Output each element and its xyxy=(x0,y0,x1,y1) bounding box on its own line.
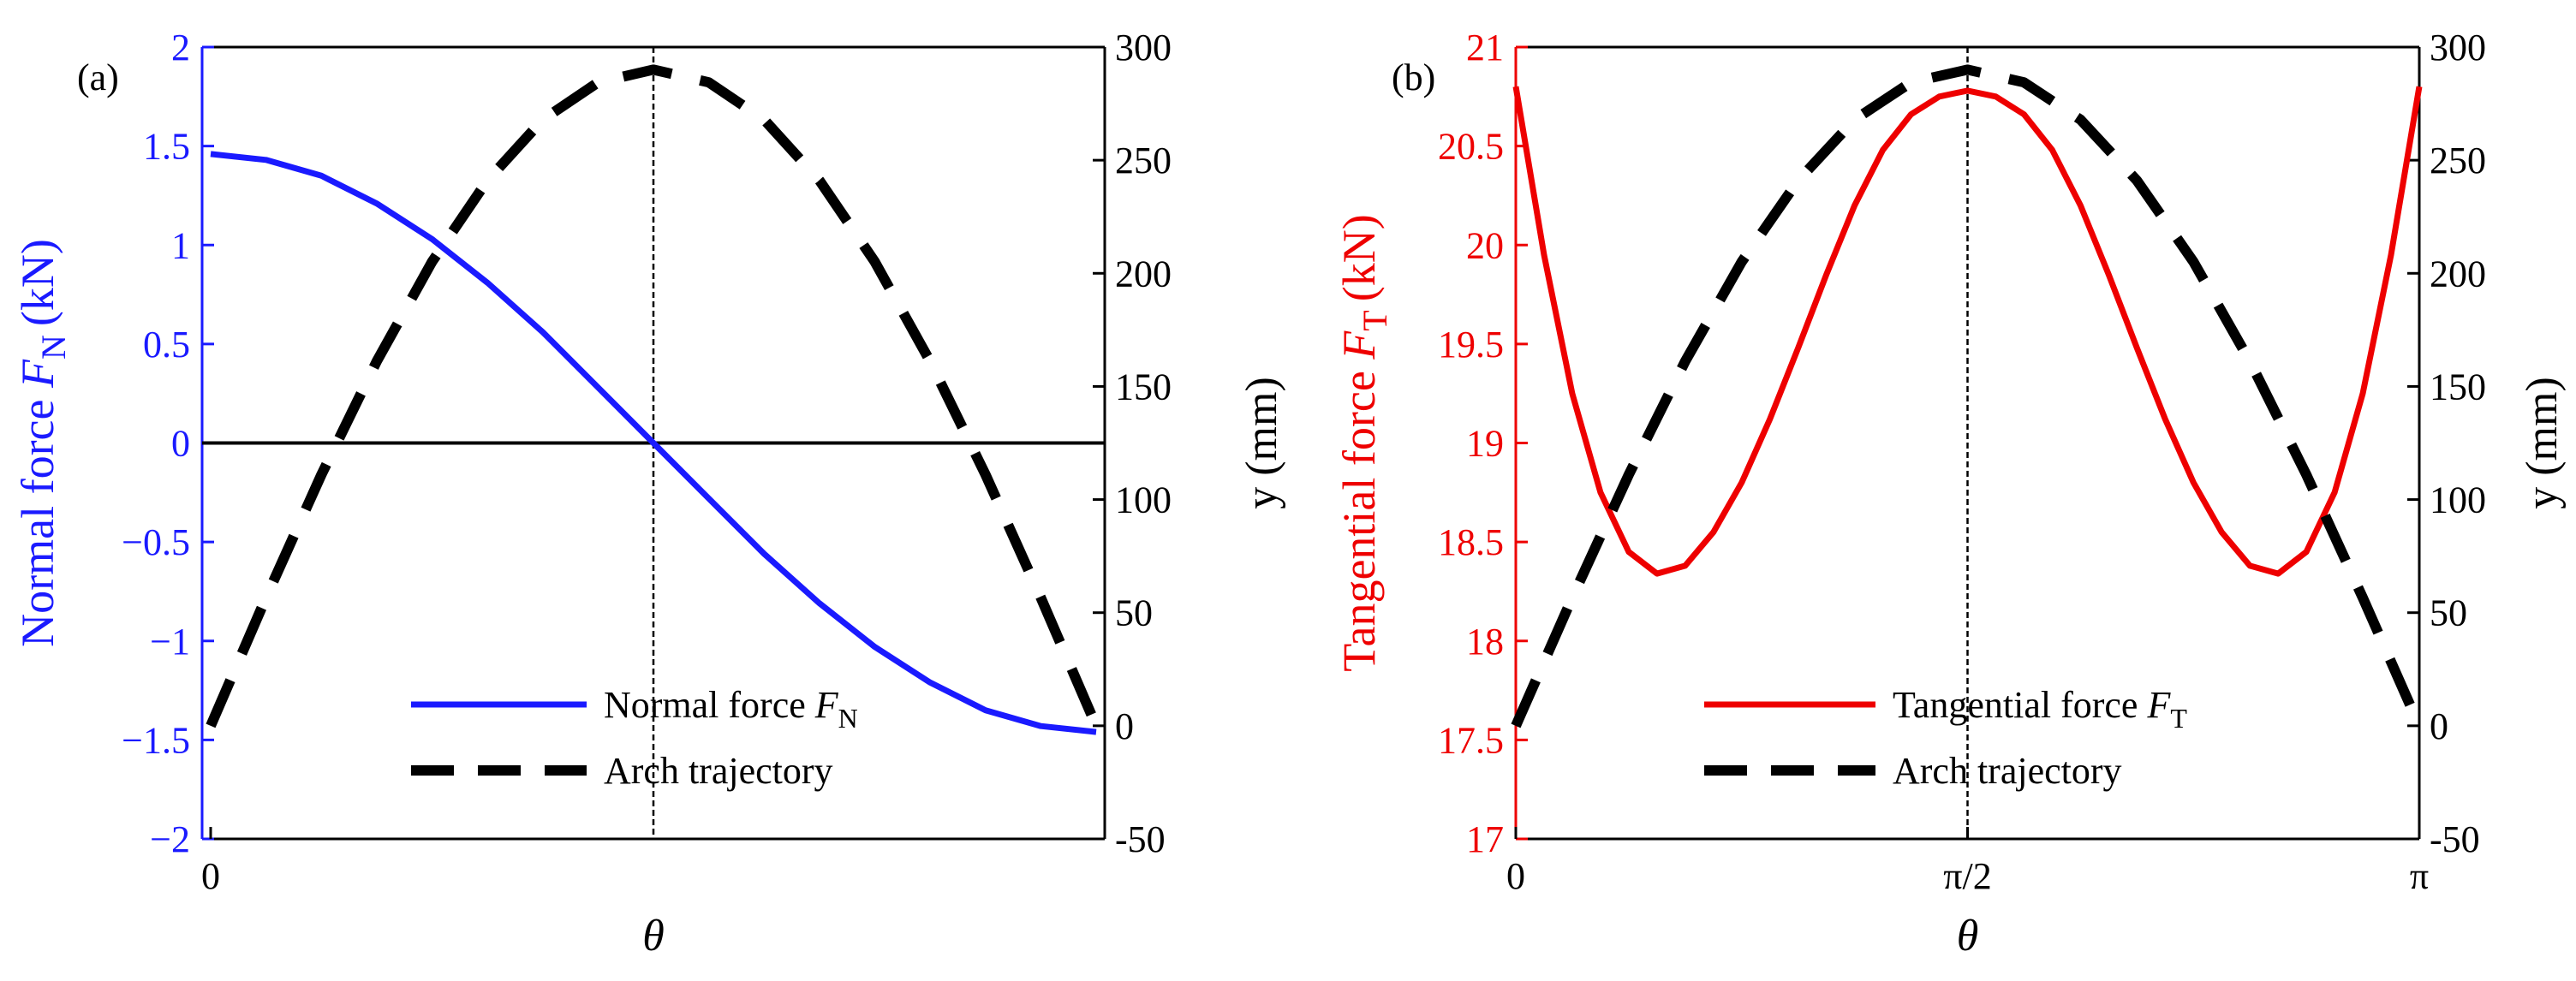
panel-a: −2 −1.5 −1 −0.5 0 0.5 1 1.5 2 -50 0 50 100 150 200 250 3… xyxy=(12,27,1286,960)
left-axis-label-symbol: F xyxy=(1333,330,1385,360)
legend-force-space xyxy=(806,684,815,726)
left-tick-label: 0 xyxy=(171,423,190,465)
right-tick-label: 100 xyxy=(1115,479,1172,521)
left-axis-label-space xyxy=(12,388,63,400)
legend-force-label: Tangential force FT xyxy=(1893,684,2187,734)
right-tick-label: 100 xyxy=(2430,479,2486,521)
left-tick-label: 0.5 xyxy=(143,324,190,366)
left-tick-label: −0.5 xyxy=(122,521,190,563)
x-tick-label: 0 xyxy=(201,855,220,897)
right-axis-label: y (mm) xyxy=(2518,377,2567,509)
left-tick-label: 1.5 xyxy=(143,126,190,168)
left-axis-label-unit: (kN) xyxy=(1333,214,1385,301)
left-tick-label: 20 xyxy=(1466,224,1504,266)
x-axis-label: θ xyxy=(1957,912,1979,960)
left-axis-label-name: Normal force xyxy=(12,400,63,647)
panel-label: (b) xyxy=(1392,56,1435,98)
panel-b: 17 17.5 18 18.5 19 19.5 20 20.5 21 -50 0 50 100 150 20… xyxy=(1333,27,2567,960)
legend-force-label: Normal force FN xyxy=(604,684,858,734)
right-tick-label: 50 xyxy=(1115,592,1153,634)
arch-trajectory-series xyxy=(206,64,1101,728)
right-tick-label: -50 xyxy=(2430,818,2480,860)
right-tick-label: 250 xyxy=(2430,140,2486,181)
left-tick-label: −1.5 xyxy=(122,719,190,761)
right-tick-label: 0 xyxy=(2430,705,2448,747)
left-axis-label: Normal force FN (kN) xyxy=(12,239,73,647)
x-tick-label: 0 xyxy=(1506,855,1525,897)
right-axis-label: y (mm) xyxy=(1237,377,1286,509)
left-tick-label: 17.5 xyxy=(1438,719,1504,761)
force-series xyxy=(1512,86,2423,577)
left-tick-label: 19.5 xyxy=(1438,324,1504,366)
left-tick-label: 17 xyxy=(1466,818,1504,860)
left-axis-label-subscript: N xyxy=(34,335,73,360)
left-tick-label: 20.5 xyxy=(1438,126,1504,168)
left-tick-label: 1 xyxy=(171,224,190,266)
left-axis-label-name: Tangential force xyxy=(1333,371,1385,672)
left-axis-label-subscript: T xyxy=(1356,310,1394,330)
left-axis-label-unit: (kN) xyxy=(12,239,63,326)
right-tick-label: 50 xyxy=(2430,592,2467,634)
left-tick-label: 21 xyxy=(1466,27,1504,68)
left-tick-label: −2 xyxy=(150,818,190,860)
legend-force-name: Tangential force xyxy=(1893,684,2138,726)
force-series xyxy=(210,151,1097,735)
left-axis-label: Tangential force FT (kN) xyxy=(1333,214,1394,671)
legend-force-name: Normal force xyxy=(604,684,806,726)
right-tick-label: 0 xyxy=(1115,705,1134,747)
right-tick-label: 150 xyxy=(1115,366,1172,407)
legend-force-symbol: F xyxy=(814,684,839,726)
right-tick-label: 150 xyxy=(2430,366,2486,407)
arch-trajectory-series xyxy=(1511,64,2424,728)
right-tick-label: 300 xyxy=(2430,27,2486,68)
legend-force-subscript: T xyxy=(2170,703,2187,734)
left-axis-label-symbol: F xyxy=(12,359,63,389)
right-tick-label: 300 xyxy=(1115,27,1172,68)
left-tick-label: 2 xyxy=(171,27,190,68)
left-tick-label: 19 xyxy=(1466,423,1504,465)
legend-force-symbol: F xyxy=(2146,684,2171,726)
panel-label: (a) xyxy=(77,56,119,98)
x-tick-label: π xyxy=(2410,855,2429,897)
legend-force-space xyxy=(2138,684,2147,726)
legend-force-subscript: N xyxy=(838,703,858,734)
right-tick-label: 250 xyxy=(1115,140,1172,181)
legend-arch-label: Arch trajectory xyxy=(604,750,833,792)
left-tick-label: 18 xyxy=(1466,621,1504,663)
x-axis-label: θ xyxy=(642,912,665,960)
right-tick-label: 200 xyxy=(2430,253,2486,294)
legend-arch-label: Arch trajectory xyxy=(1893,750,2122,792)
left-tick-label: 18.5 xyxy=(1438,521,1504,563)
right-tick-label: 200 xyxy=(1115,253,1172,294)
left-tick-label: −1 xyxy=(150,621,190,663)
left-axis-label-space xyxy=(1333,360,1385,372)
right-tick-label: -50 xyxy=(1115,818,1166,860)
x-tick-label: π/2 xyxy=(1943,855,1991,897)
